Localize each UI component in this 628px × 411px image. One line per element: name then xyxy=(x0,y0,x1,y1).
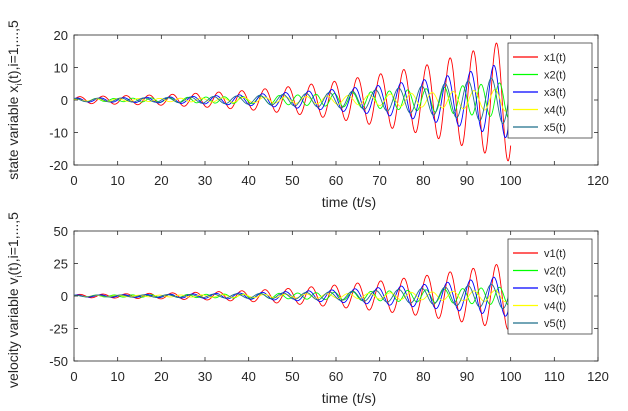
x-tick-label: 30 xyxy=(198,173,212,188)
y-tick-label: -20 xyxy=(49,158,68,173)
velocity-legend-box xyxy=(507,238,593,335)
legend-label-v4(t): v4(t) xyxy=(544,301,566,313)
legend-label-x3(t): x3(t) xyxy=(544,87,566,99)
x-tick-label: 90 xyxy=(460,173,474,188)
state-variable-plot: 0 10 20 30 40 50 60 70 80 90 100 120 -20 -10 0 10 20 tim… xyxy=(5,20,609,210)
y-tick-label: 0 xyxy=(61,289,68,304)
legend-label-x5(t): x5(t) xyxy=(544,122,566,134)
series-line-v4(t) xyxy=(73,290,512,303)
legend-label-v2(t): v2(t) xyxy=(544,266,566,278)
x-tick-label: 0 xyxy=(70,173,77,188)
x-tick-label: 40 xyxy=(241,369,255,384)
x-tick-label: 60 xyxy=(329,369,343,384)
state-x-axis-label: time (t/s) xyxy=(322,194,376,210)
velocity-series-group xyxy=(73,264,512,330)
x-tick-label: 70 xyxy=(372,369,386,384)
x-tick-label: 80 xyxy=(416,369,430,384)
x-tick-label: 40 xyxy=(241,173,255,188)
y-tick-label: 20 xyxy=(54,28,68,43)
state-series-group xyxy=(73,42,512,162)
series-line-v5(t) xyxy=(73,283,512,309)
velocity-tick-group: 0 10 20 30 40 50 60 70 80 90 100 110 120 -50 -25 0 25 50 xyxy=(49,224,609,384)
state-tick-group: 0 10 20 30 40 50 60 70 80 90 100 120 -20 -10 0 10 20 xyxy=(49,28,609,188)
state-legend-box xyxy=(507,42,593,139)
y-tick-label: 50 xyxy=(54,224,68,239)
x-tick-label: 70 xyxy=(372,173,386,188)
legend-label-v5(t): v5(t) xyxy=(544,318,566,330)
x-tick-label: 120 xyxy=(587,173,609,188)
x-tick-label: 10 xyxy=(110,173,124,188)
x-tick-label: 60 xyxy=(329,173,343,188)
x-tick-label: 20 xyxy=(154,369,168,384)
y-tick-label: 25 xyxy=(54,257,68,272)
legend-label-x1(t): x1(t) xyxy=(544,52,566,64)
y-tick-label: 0 xyxy=(61,93,68,108)
legend-label-v1(t): v1(t) xyxy=(544,248,566,260)
x-tick-label: 90 xyxy=(460,369,474,384)
x-tick-label: 120 xyxy=(587,369,609,384)
x-tick-label: 50 xyxy=(285,173,299,188)
x-tick-label: 100 xyxy=(500,369,522,384)
x-tick-label: 100 xyxy=(500,173,522,188)
x-tick-label: 110 xyxy=(544,369,565,384)
series-line-x5(t) xyxy=(73,77,512,124)
y-tick-label: -10 xyxy=(49,126,68,141)
x-tick-label: 20 xyxy=(154,173,168,188)
series-line-x1(t) xyxy=(73,42,512,162)
series-line-v1(t) xyxy=(73,264,512,330)
legend-label-x4(t): x4(t) xyxy=(544,105,566,117)
legend-label-x2(t): x2(t) xyxy=(544,70,566,82)
series-line-x4(t) xyxy=(73,88,512,112)
x-tick-label: 10 xyxy=(110,369,124,384)
x-tick-label: 50 xyxy=(285,369,299,384)
x-tick-label: 0 xyxy=(70,369,77,384)
velocity-y-axis-label: velocity variable vi(t),i=1,...,5 xyxy=(5,212,24,388)
velocity-x-axis-label: time (t/s) xyxy=(322,390,376,406)
x-tick-label: 30 xyxy=(198,369,212,384)
y-tick-label: -25 xyxy=(49,322,68,337)
legend-label-v3(t): v3(t) xyxy=(544,283,566,295)
state-legend: x1(t) x2(t) x3(t) x4(t) x5(t) xyxy=(507,42,593,139)
velocity-legend: v1(t) v2(t) v3(t) v4(t) v5(t) xyxy=(507,238,593,335)
velocity-variable-plot: 0 10 20 30 40 50 60 70 80 90 100 110 120-50-2502550 … xyxy=(5,212,609,406)
y-tick-label: 10 xyxy=(54,61,68,76)
y-tick-label: -50 xyxy=(49,354,68,369)
x-tick-label: 80 xyxy=(416,173,430,188)
state-y-axis-label: state variable xi(t),i=1,...,5 xyxy=(5,20,24,180)
